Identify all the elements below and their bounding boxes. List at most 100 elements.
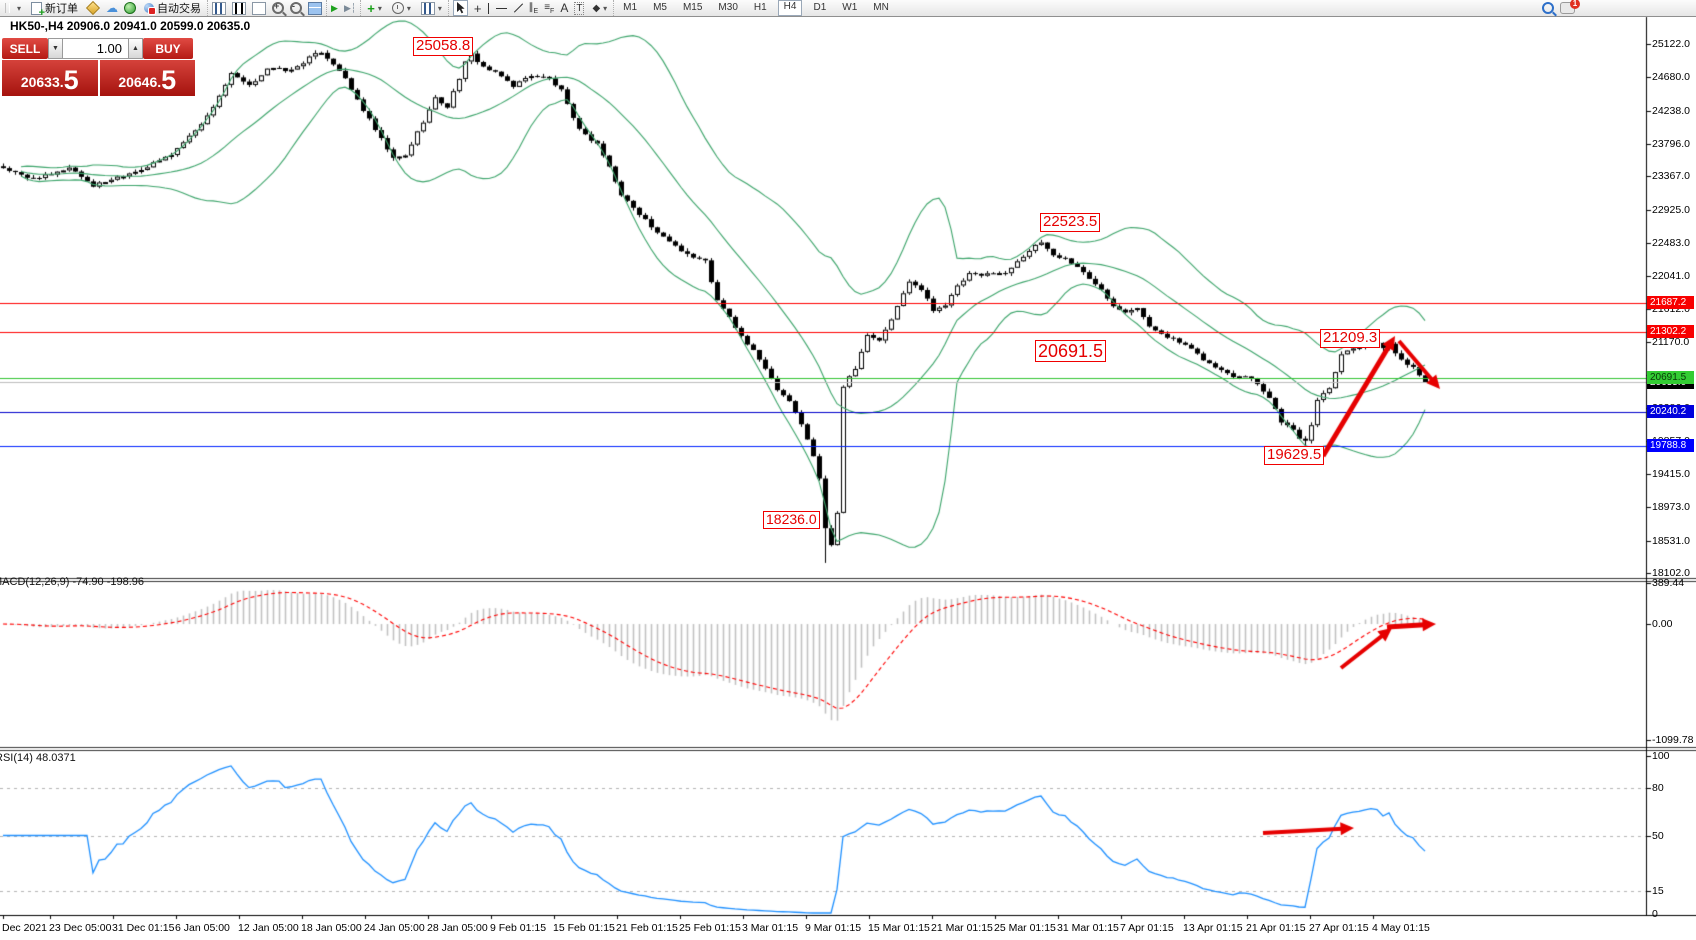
notification-badge: 1 [1570,0,1580,9]
time-label: 21 Mar 01:15 [931,922,993,934]
time-label: 21 Apr 01:15 [1246,922,1306,934]
crosshair-tool[interactable]: + [473,0,482,16]
text-tool[interactable]: A [560,1,569,15]
volume-input[interactable]: 1.00 [63,38,128,59]
macd-tick: 389.44 [1652,577,1685,589]
community-icon[interactable]: ☁ [106,1,119,15]
indicators-button[interactable]: + ▾ [367,0,382,16]
rsi-indicator-label: RSI(14) 48.0371 [0,752,76,764]
timeframe-H1[interactable]: H1 [753,2,767,13]
clock-icon [391,2,404,14]
time-label: 21 Feb 01:15 [616,922,678,934]
timeframe-D1[interactable]: D1 [813,2,827,13]
chat-icon[interactable]: 1 [1560,0,1580,14]
bar-chart-icon[interactable] [212,1,227,15]
price-tick: 18102.0 [1652,567,1690,579]
timeframe-M30[interactable]: M30 [718,2,738,13]
arrows-icon: ◆ [592,2,601,14]
time-label: 24 Jan 05:00 [364,922,425,934]
price-annotation-22523.5[interactable]: 22523.5 [1040,213,1101,232]
new-order-label: 新订单 [45,3,79,15]
time-label: 12 Jan 05:00 [238,922,299,934]
price-tick: 24238.0 [1652,104,1690,117]
sell-button[interactable]: SELL [2,38,48,59]
buy-price[interactable]: 20646. 5 [99,60,195,96]
price-annotation-18236.0[interactable]: 18236.0 [763,511,820,529]
price-annotation-21209.3[interactable]: 21209.3 [1320,329,1381,348]
signals-icon[interactable] [124,2,137,14]
price-tag-19788.8: 19788.8 [1647,439,1694,453]
macd-indicator-label: MACD(12,26,9) -74.90 -198.96 [0,576,145,588]
price-tick: 23796.0 [1652,137,1690,150]
time-label: Dec 2021 [2,922,47,934]
price-tick: 19415.0 [1652,468,1690,481]
indicators-add-icon: + [367,0,375,16]
price-tick: 24680.0 [1652,71,1690,84]
auto-trading-icon [144,3,157,15]
time-label: 15 Feb 01:15 [553,922,615,934]
trendline-tool[interactable] [513,3,523,13]
rsi-tick: 0 [1652,908,1658,920]
time-label: 31 Mar 01:15 [1057,922,1119,934]
volume-down-button[interactable]: ▼ [48,38,63,59]
zoom-in-icon[interactable]: + [272,1,285,14]
price-tag-21302.2: 21302.2 [1647,325,1694,339]
zoom-out-icon[interactable]: - [290,1,303,14]
timeframe-group: M1 M5 M15 M30 H1 H4 D1 W1 MN [613,0,898,16]
timeframe-M5[interactable]: M5 [653,2,667,13]
chart-ohlc: 20906.0 20941.0 20599.0 20635.0 [66,19,251,33]
price-tick: 25122.0 [1652,38,1690,50]
macd-tick: 0.00 [1652,618,1673,631]
price-tag-20240.2: 20240.2 [1647,405,1694,419]
price-annotation-20691.5[interactable]: 20691.5 [1035,340,1107,363]
auto-trading-button[interactable]: 自动交易 [142,1,203,15]
fibonacci-tool[interactable]: ≡F [544,1,555,15]
text-label-tool[interactable]: T [574,1,585,15]
tile-windows-icon[interactable] [308,1,323,15]
time-label: 9 Feb 01:15 [490,922,547,934]
cursor-tool[interactable] [452,0,468,16]
volume-up-button[interactable]: ▲ [128,38,143,59]
vertical-line-tool[interactable] [487,2,489,14]
toolbar-overflow-icon[interactable]: ▾ [17,3,22,13]
price-tag-21687.2: 21687.2 [1647,296,1694,310]
chart-symbol: HK50-,H4 [10,19,64,33]
toolbar-grip[interactable] [5,3,10,13]
templates-button[interactable]: ▾ [419,1,444,15]
timeframe-W1[interactable]: W1 [842,2,858,13]
timeframe-M1[interactable]: M1 [623,2,638,13]
price-annotation-25058.8[interactable]: 25058.8 [413,37,474,56]
price-tick: 22925.0 [1652,203,1690,216]
timeframe-M15[interactable]: M15 [682,2,703,13]
chart-title: HK50-,H4 20906.0 20941.0 20599.0 20635.0 [10,19,250,33]
horizontal-line-tool[interactable] [495,7,507,9]
market-icon[interactable] [85,0,101,16]
time-label: 4 May 01:15 [1372,922,1430,934]
time-label: 15 Mar 01:15 [868,922,930,934]
time-label: 27 Apr 01:15 [1309,922,1369,934]
auto-scroll-icon[interactable]: ▶ [331,2,338,13]
time-label: 28 Jan 05:00 [427,922,488,934]
price-tick: 22483.0 [1652,236,1690,249]
timeframe-H4[interactable]: H4 [777,0,803,16]
line-chart-icon[interactable] [252,1,267,15]
cursor-icon [456,2,465,14]
new-order-button[interactable]: 新订单 [29,1,80,18]
price-annotation-19629.5[interactable]: 19629.5 [1264,446,1325,465]
rsi-tick: 100 [1652,750,1670,762]
rsi-tick: 15 [1652,885,1664,898]
timeframe-MN[interactable]: MN [873,2,889,13]
candlestick-chart-icon[interactable] [232,1,247,15]
search-icon[interactable] [1542,2,1554,14]
buy-button[interactable]: BUY [143,38,193,59]
new-order-icon [31,1,45,18]
channel-tool[interactable]: ∥E [528,1,539,15]
chart-shift-icon[interactable]: ▶┆ [343,2,357,13]
price-tick: 23367.0 [1652,170,1690,183]
arrows-tool[interactable]: ◆ ▾ [592,2,608,14]
rsi-tick: 80 [1652,781,1664,794]
sell-price[interactable]: 20633. 5 [2,60,98,96]
periods-button[interactable]: ▾ [390,1,413,15]
